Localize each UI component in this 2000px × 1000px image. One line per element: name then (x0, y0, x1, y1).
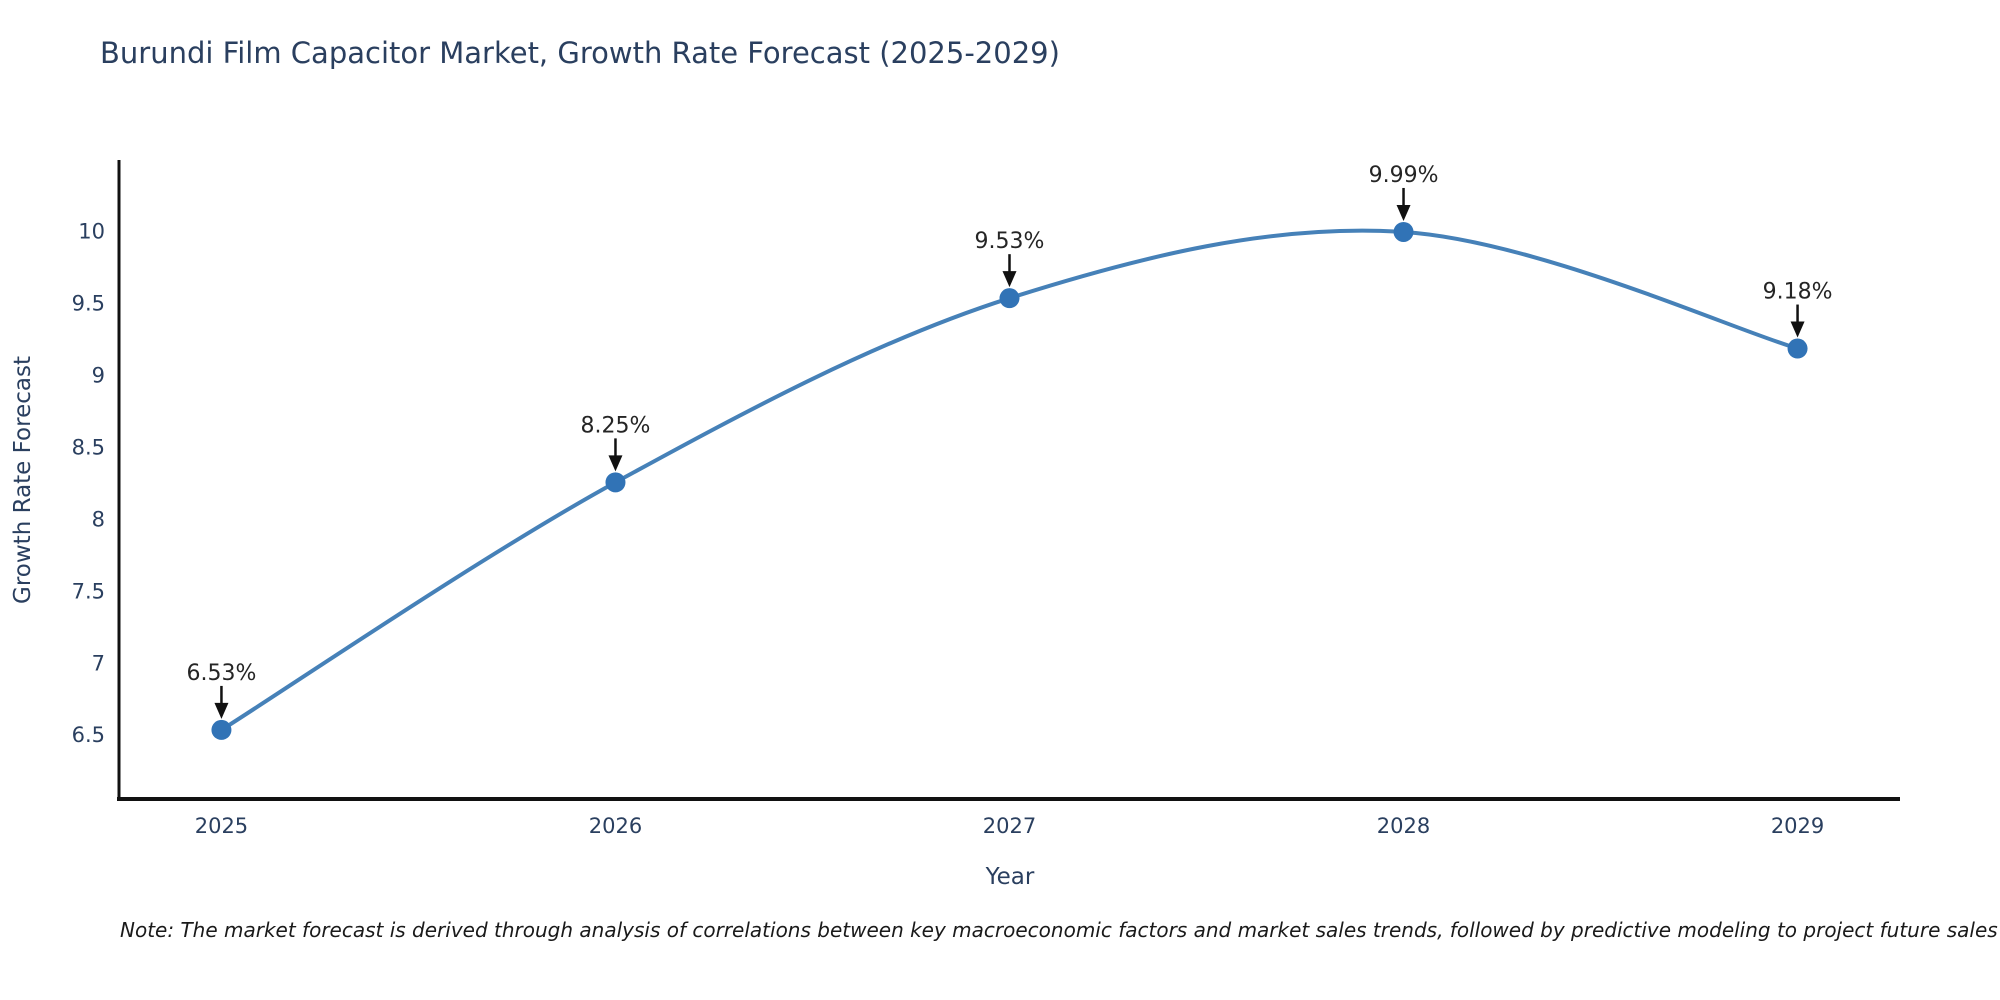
x-tick-label: 2029 (1771, 814, 1824, 838)
footnote: Note: The market forecast is derived thr… (120, 918, 1998, 942)
x-axis-title: Year (985, 864, 1035, 890)
data-point-marker (211, 719, 232, 740)
annotation-arrow-head (1396, 204, 1411, 221)
point-annotation: 6.53% (187, 661, 257, 686)
data-point-marker (605, 472, 626, 493)
annotation-arrow-head (608, 455, 623, 472)
y-tick-label: 8.5 (72, 435, 105, 459)
annotation-arrow-head (214, 702, 229, 719)
y-tick-label: 7.5 (72, 579, 105, 603)
point-annotation: 9.99% (1369, 163, 1439, 188)
annotation-arrow-head (1002, 271, 1017, 288)
y-tick-label: 9.5 (72, 291, 105, 315)
chart-title: Burundi Film Capacitor Market, Growth Ra… (100, 36, 1060, 70)
point-annotation: 9.53% (975, 229, 1045, 254)
y-tick-label: 9 (92, 363, 105, 387)
x-tick-label: 2025 (195, 814, 248, 838)
point-annotation: 8.25% (581, 413, 651, 438)
y-tick-label: 10 (78, 220, 105, 244)
x-tick-label: 2027 (983, 814, 1036, 838)
annotation-arrow-head (1790, 321, 1805, 338)
y-tick-label: 8 (92, 507, 105, 531)
data-point-marker (999, 288, 1020, 309)
data-point-marker (1787, 338, 1808, 359)
x-tick-label: 2026 (589, 814, 642, 838)
y-axis-title: Growth Rate Forecast (10, 356, 36, 604)
y-tick-label: 7 (92, 651, 105, 675)
data-point-marker (1393, 221, 1414, 242)
y-tick-label: 6.5 (72, 723, 105, 747)
point-annotation: 9.18% (1763, 280, 1833, 305)
x-tick-label: 2028 (1377, 814, 1430, 838)
